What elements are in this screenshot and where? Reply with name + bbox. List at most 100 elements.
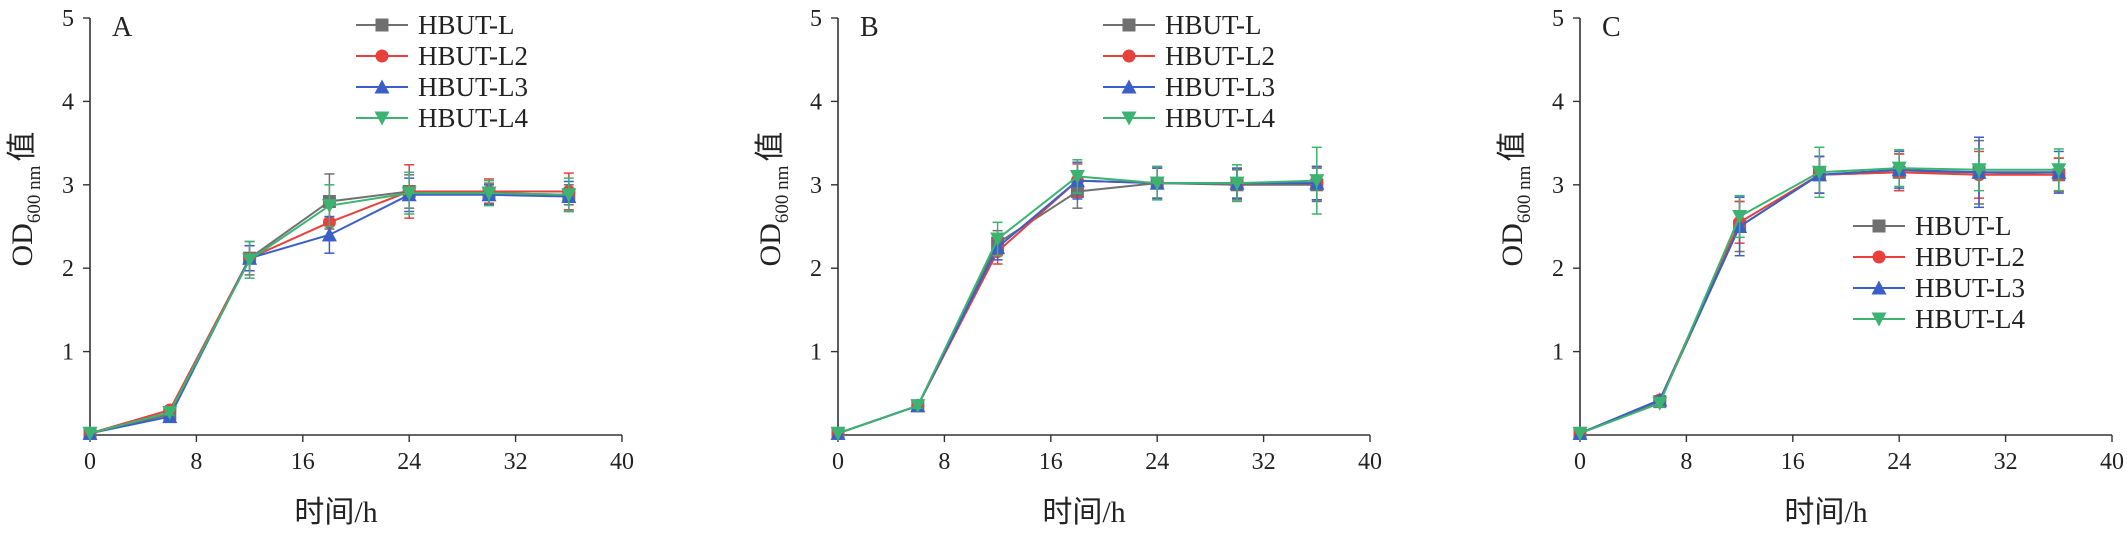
- y-tick-label: 2: [1552, 256, 1564, 282]
- x-tick-label: 24: [397, 449, 421, 475]
- y-tick-label: 1: [810, 340, 822, 366]
- legend-marker: [375, 49, 389, 63]
- y-tick-label: 4: [62, 89, 74, 115]
- legend-marker: [1871, 312, 1887, 327]
- x-tick-label: 16: [1781, 449, 1805, 475]
- y-tick-label: 3: [810, 173, 822, 199]
- y-axis-title-suffix: 值: [6, 132, 39, 162]
- y-tick-label: 4: [810, 89, 822, 115]
- legend-entry: HBUT-L: [356, 10, 515, 40]
- x-tick-label: 8: [938, 449, 950, 475]
- x-tick-label: 40: [610, 449, 634, 475]
- data-point: [830, 426, 846, 441]
- data-point: [1891, 161, 1907, 176]
- y-tick-label: 4: [1552, 89, 1564, 115]
- series-line: [837, 179, 1317, 435]
- y-tick-label: 1: [62, 340, 74, 366]
- y-tick-label: 2: [810, 256, 822, 282]
- series-hbut-l: [831, 165, 1324, 440]
- y-axis-title-main: OD: [754, 223, 787, 266]
- x-tick-label: 16: [1039, 449, 1063, 475]
- data-point: [1572, 426, 1588, 441]
- x-tick-label: 24: [1145, 449, 1169, 475]
- y-axis-title: OD600 nm 值: [754, 132, 793, 267]
- x-axis-title: 时间/h: [1784, 496, 1867, 529]
- legend-label: HBUT-L: [1165, 10, 1262, 40]
- x-axis-title: 时间/h: [1042, 496, 1125, 529]
- legend-marker: [1122, 49, 1136, 63]
- legend-marker: [1121, 79, 1137, 94]
- y-axis-title-main: OD: [1496, 223, 1529, 266]
- data-point: [321, 227, 337, 242]
- legend-entry: HBUT-L4: [356, 103, 529, 133]
- y-axis-title: OD600 nm 值: [6, 132, 45, 267]
- series-line: [837, 182, 1317, 435]
- y-axis-title-main: OD: [6, 223, 39, 266]
- x-tick-label: 8: [1680, 449, 1692, 475]
- data-point: [1732, 209, 1748, 224]
- legend-label: HBUT-L3: [1165, 72, 1275, 102]
- data-point: [2051, 163, 2067, 178]
- x-tick-label: 32: [504, 449, 528, 475]
- x-tick-label: 0: [1574, 449, 1586, 475]
- legend-marker: [1121, 111, 1137, 126]
- legend-marker: [1872, 219, 1886, 233]
- y-axis-title-sub: 600 nm: [772, 165, 793, 223]
- y-axis-title-sub: 600 nm: [24, 165, 45, 223]
- legend-entry: HBUT-L: [1103, 10, 1262, 40]
- series-hbut-l4: [82, 171, 577, 441]
- data-point: [242, 253, 258, 268]
- data-point: [481, 186, 497, 201]
- data-point: [1229, 176, 1245, 191]
- series-line: [837, 175, 1317, 435]
- y-axis-title: OD600 nm 值: [1496, 132, 1535, 267]
- x-tick-label: 40: [2100, 449, 2124, 475]
- legend-label: HBUT-L4: [1915, 304, 2026, 334]
- data-point: [561, 188, 577, 203]
- x-tick-label: 16: [291, 449, 315, 475]
- legend-marker: [375, 18, 389, 32]
- legend-entry: HBUT-L3: [1103, 72, 1275, 102]
- series-hbut-l4: [830, 146, 1325, 441]
- data-point: [910, 399, 926, 414]
- legend-entry: HBUT-L2: [1853, 242, 2025, 272]
- x-tick-label: 8: [190, 449, 202, 475]
- legend-marker: [374, 111, 390, 126]
- legend-entry: HBUT-L3: [356, 72, 528, 102]
- y-axis-title-suffix: 值: [1496, 132, 1529, 162]
- series-hbut-l4: [1572, 146, 2067, 441]
- panel-label: C: [1602, 12, 1621, 43]
- y-tick-label: 5: [62, 6, 74, 32]
- data-point: [82, 426, 98, 441]
- legend-label: HBUT-L4: [1165, 103, 1276, 133]
- legend-label: HBUT-L3: [1915, 273, 2025, 303]
- data-point: [321, 199, 337, 214]
- y-tick-label: 3: [62, 173, 74, 199]
- legend-marker: [1122, 18, 1136, 32]
- y-axis-title-suffix: 值: [754, 132, 787, 162]
- data-point: [990, 232, 1006, 247]
- y-tick-label: 3: [1552, 173, 1564, 199]
- legend-label: HBUT-L: [1915, 211, 2012, 241]
- data-point: [162, 405, 178, 420]
- y-tick-label: 2: [62, 256, 74, 282]
- y-tick-label: 1: [1552, 340, 1564, 366]
- legend-label: HBUT-L3: [418, 72, 528, 102]
- legend-entry: HBUT-L3: [1853, 273, 2025, 303]
- y-tick-label: 5: [1552, 6, 1564, 32]
- data-point: [401, 186, 417, 201]
- legend-marker: [374, 79, 390, 94]
- x-tick-label: 24: [1887, 449, 1911, 475]
- legend-entry: HBUT-L2: [1103, 41, 1275, 71]
- legend-entry: HBUT-L2: [356, 41, 528, 71]
- legend-marker: [1872, 250, 1886, 264]
- legend-marker: [1871, 280, 1887, 295]
- legend-entry: HBUT-L: [1853, 211, 2012, 241]
- legend-label: HBUT-L2: [418, 41, 528, 71]
- legend-entry: HBUT-L4: [1103, 103, 1276, 133]
- x-tick-label: 32: [1252, 449, 1276, 475]
- x-tick-label: 0: [84, 449, 96, 475]
